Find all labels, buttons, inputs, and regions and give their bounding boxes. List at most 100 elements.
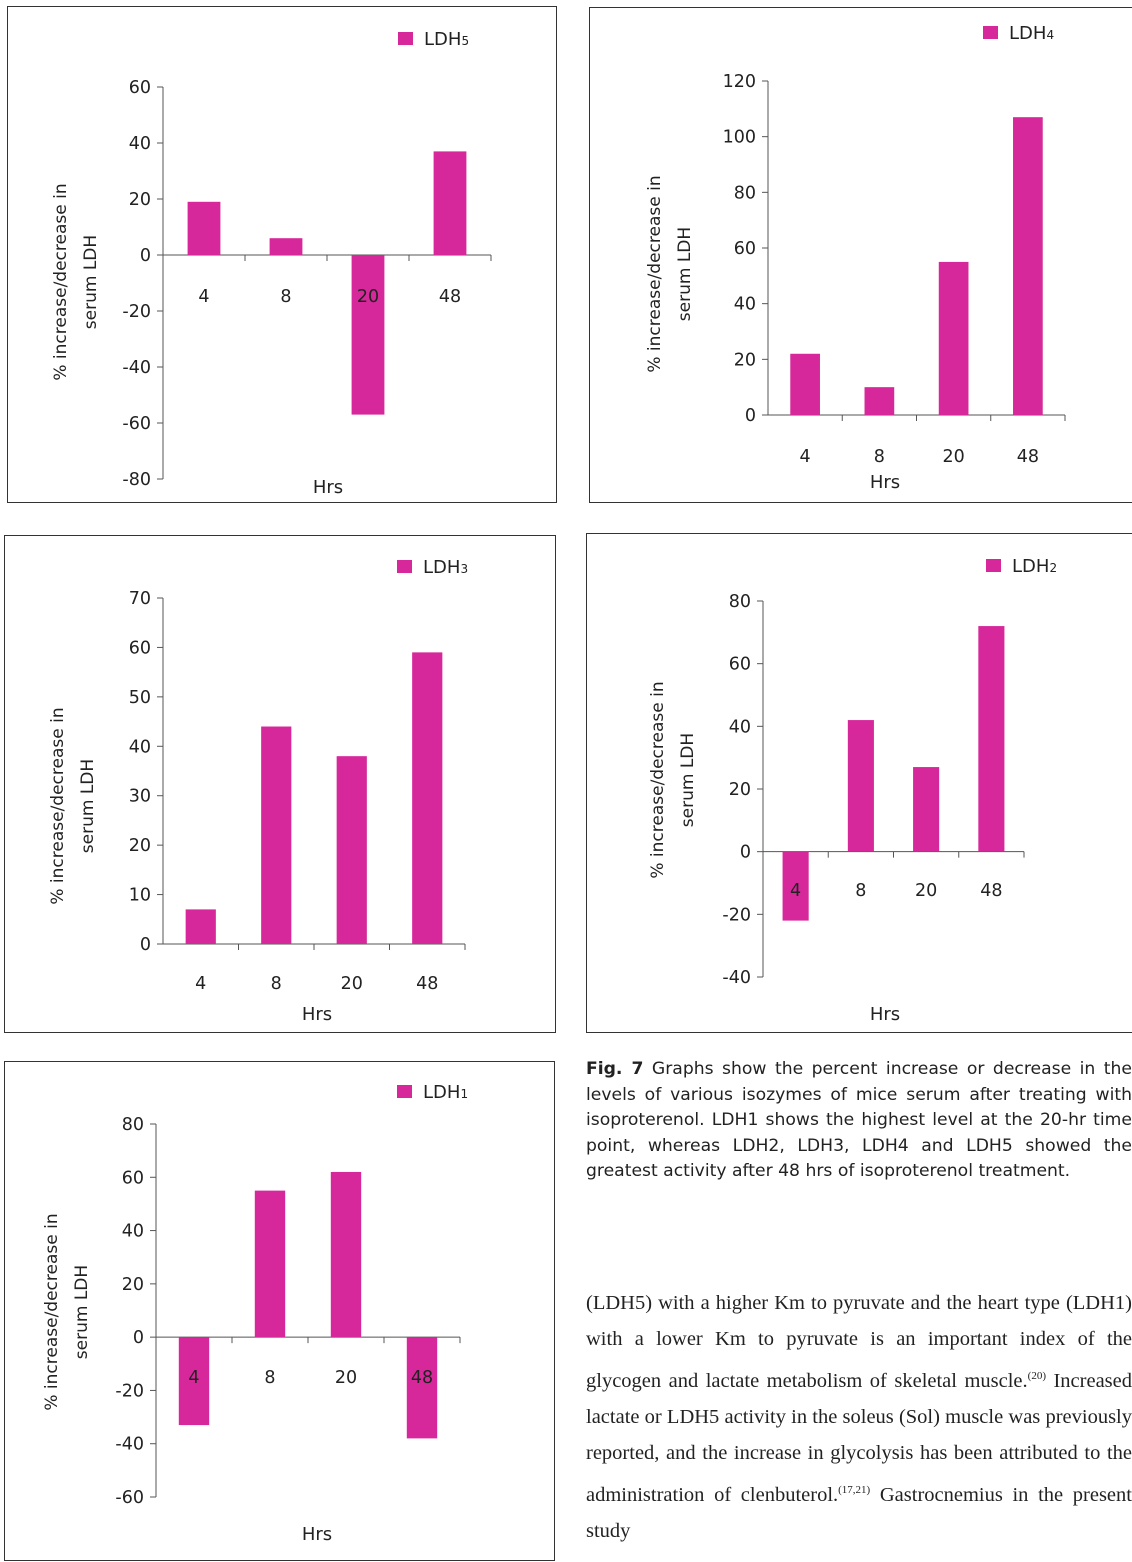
bar-8: [847, 720, 874, 852]
y-tick-label: 30: [129, 787, 151, 807]
bar-4: [187, 201, 221, 255]
bar-20: [351, 255, 385, 415]
x-axis-title: Hrs: [870, 1004, 900, 1025]
legend-label: LDH4: [1009, 23, 1054, 44]
legend-label: LDH5: [424, 29, 469, 50]
x-tick-label: 8: [874, 447, 885, 467]
x-tick-label: 48: [416, 974, 438, 994]
y-tick-label: -40: [115, 1435, 144, 1455]
y-axis-title-line-1: % increase/decrease in: [42, 1213, 62, 1410]
x-tick-label: 48: [1017, 447, 1039, 467]
bar-8: [269, 238, 303, 255]
y-tick-label: 20: [734, 350, 756, 370]
y-tick-label: 20: [129, 190, 151, 210]
y-tick-label: -40: [722, 968, 751, 988]
bar-8: [864, 387, 895, 415]
x-tick-label: 20: [335, 1368, 357, 1388]
y-axis-title-line-1: % increase/decrease in: [645, 175, 665, 372]
y-axis-title-line-1: % increase/decrease in: [51, 183, 71, 380]
bar-4: [185, 909, 216, 944]
figure-caption: Fig. 7 Graphs show the percent increase …: [586, 1057, 1132, 1185]
body-text-part-1: (LDH5) with a higher Km to pyruvate and …: [586, 1292, 1132, 1392]
y-axis-title-line-2: serum LDH: [81, 235, 101, 329]
bar-48: [978, 626, 1005, 852]
y-tick-label: 60: [129, 78, 151, 98]
legend-label: LDH2: [1012, 556, 1057, 577]
citation-ref: (20): [1027, 1369, 1046, 1382]
y-tick-label: 10: [129, 886, 151, 906]
x-axis-title: Hrs: [870, 472, 900, 493]
y-tick-label: -20: [115, 1381, 144, 1401]
y-tick-label: 40: [129, 737, 151, 757]
x-tick-label: 4: [198, 287, 209, 307]
x-tick-label: 48: [439, 287, 461, 307]
bar-8: [254, 1190, 286, 1338]
bar-48: [433, 151, 467, 255]
y-tick-label: 60: [734, 239, 756, 259]
y-axis-title-line-1: % increase/decrease in: [648, 681, 668, 878]
y-tick-label: 0: [140, 246, 151, 266]
figure-label: Fig. 7: [586, 1059, 644, 1079]
y-tick-label: 20: [129, 836, 151, 856]
bar-20: [913, 767, 940, 852]
y-axis-title-line-2: serum LDH: [78, 759, 98, 853]
y-tick-label: 40: [734, 295, 756, 315]
chart-panel-ldh3: 70 60 50 40 30 20 10 0 4 8 20 48 Hrs% increase/decre…: [4, 535, 556, 1033]
x-tick-label: 20: [942, 447, 964, 467]
figure-caption-text: Graphs show the percent increase or decr…: [586, 1059, 1132, 1182]
bar-20: [938, 261, 969, 415]
legend-swatch: [398, 32, 413, 45]
bar-4: [782, 851, 809, 921]
y-tick-label: 60: [129, 638, 151, 658]
x-tick-label: 8: [264, 1368, 275, 1388]
chart-panel-ldh2: 80 60 40 20 0 -20 -40 4 8 20 48 Hrs% increase/decre…: [586, 533, 1132, 1033]
y-tick-label: 80: [729, 592, 751, 612]
x-axis-title: Hrs: [313, 477, 343, 498]
legend-swatch: [397, 1085, 412, 1098]
bar-8: [261, 726, 292, 944]
citation-ref: (17,21): [838, 1483, 871, 1496]
x-tick-label: 20: [915, 881, 937, 901]
bar-20: [336, 756, 367, 944]
y-axis-title-line-1: % increase/decrease in: [48, 707, 68, 904]
x-tick-label: 20: [341, 974, 363, 994]
chart-panel-ldh4: 120 100 80 60 40 20 0 4 8 20 48 Hrs% increase/decre…: [589, 7, 1132, 503]
y-tick-label: 40: [729, 717, 751, 737]
y-tick-label: 70: [129, 589, 151, 609]
y-tick-label: 0: [745, 406, 756, 426]
y-tick-label: 20: [729, 780, 751, 800]
y-axis-title-line-2: serum LDH: [678, 733, 698, 827]
y-tick-label: 60: [729, 655, 751, 675]
body-paragraph: (LDH5) with a higher Km to pyruvate and …: [586, 1285, 1132, 1550]
y-tick-label: -60: [122, 414, 151, 434]
x-tick-label: 4: [790, 881, 801, 901]
y-tick-label: 100: [723, 128, 756, 148]
y-tick-label: 0: [740, 843, 751, 863]
y-tick-label: -20: [122, 302, 151, 322]
y-tick-label: 20: [122, 1275, 144, 1295]
x-tick-label: 8: [855, 881, 866, 901]
chart-panel-ldh1: 80 60 40 20 0 -20 -40 -60 4 8 20 48 Hrs% increase/de…: [4, 1061, 555, 1561]
x-tick-label: 48: [411, 1368, 433, 1388]
y-axis-title-line-2: serum LDH: [675, 227, 695, 321]
y-tick-label: 120: [723, 72, 756, 92]
x-tick-label: 4: [800, 447, 811, 467]
y-tick-label: 0: [133, 1328, 144, 1348]
x-axis-title: Hrs: [302, 1524, 332, 1545]
x-tick-label: 48: [980, 881, 1002, 901]
y-tick-label: 40: [122, 1222, 144, 1242]
bar-48: [1013, 117, 1043, 415]
bar-20: [330, 1171, 362, 1338]
legend-swatch: [983, 26, 998, 39]
legend-swatch: [397, 560, 412, 573]
x-tick-label: 4: [188, 1368, 199, 1388]
bar-4: [178, 1337, 210, 1426]
y-axis-title-line-2: serum LDH: [72, 1265, 92, 1359]
legend-swatch: [986, 559, 1001, 572]
x-axis-title: Hrs: [302, 1004, 332, 1025]
